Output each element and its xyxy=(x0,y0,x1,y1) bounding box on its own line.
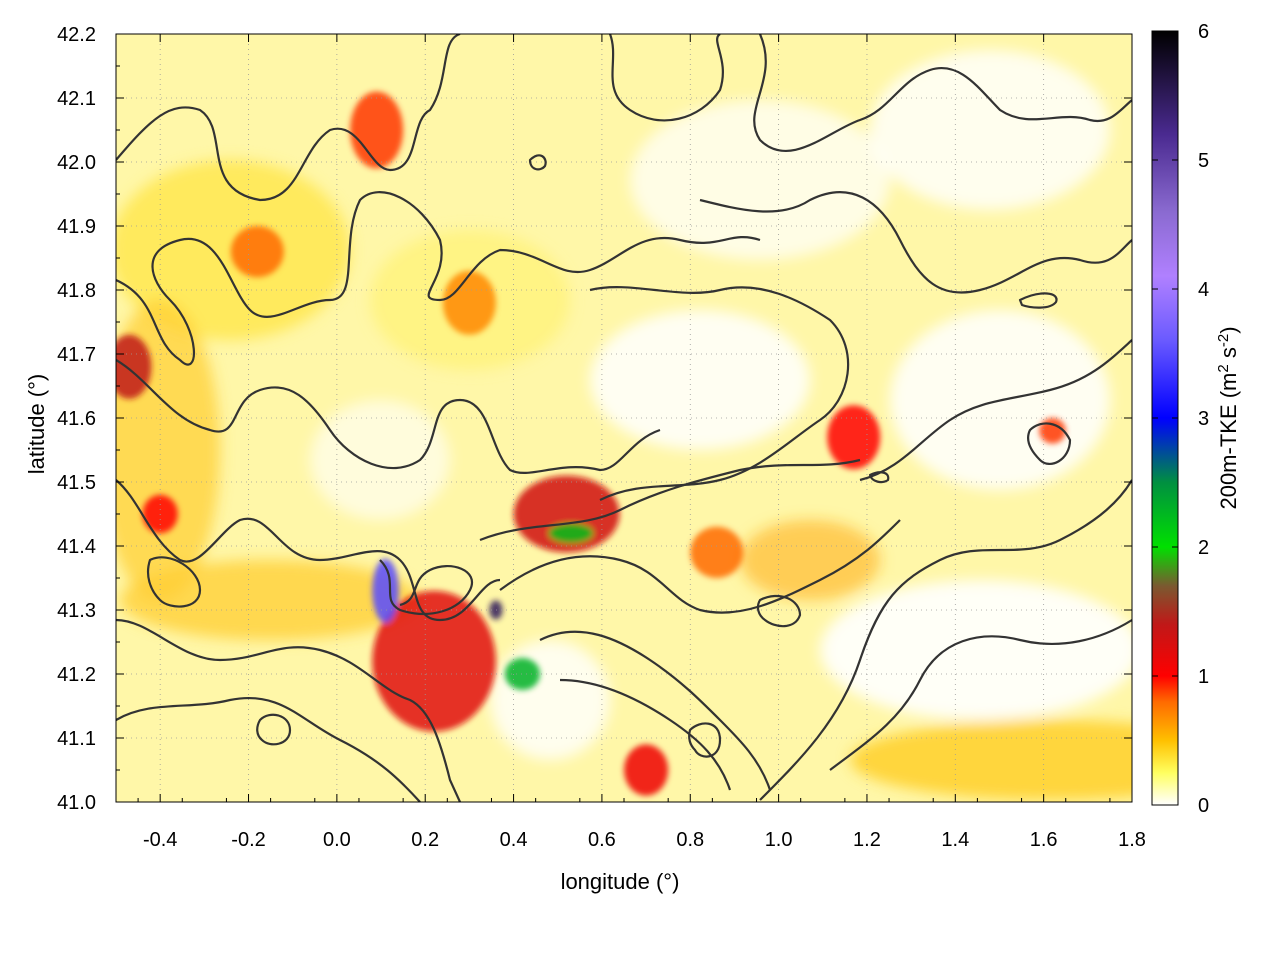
y-tick-label: 41.7 xyxy=(57,344,96,366)
y-tick-label: 41.1 xyxy=(57,728,96,750)
x-axis-label: longitude (°) xyxy=(561,869,680,894)
x-tick-label: -0.4 xyxy=(143,829,177,851)
field-patch xyxy=(120,560,420,640)
colorbar-tick-label: 3 xyxy=(1198,408,1209,430)
contour-line xyxy=(379,559,474,615)
x-tick-label: 1.6 xyxy=(1030,829,1058,851)
colorbar-tick-label: 1 xyxy=(1198,666,1209,688)
tke-hotspot xyxy=(624,744,669,796)
colorbar-tick-label: 5 xyxy=(1198,150,1209,172)
colorbar-label: 200m-TKE (m2 s-2) xyxy=(1215,326,1242,509)
colorbar-tick-label: 2 xyxy=(1198,537,1209,559)
x-tick-label: 1.8 xyxy=(1118,829,1146,851)
tke-hotspot xyxy=(116,334,152,399)
y-tick-label: 42.2 xyxy=(57,24,96,46)
y-tick-label: 41.5 xyxy=(57,472,96,494)
contour-line xyxy=(116,34,461,202)
x-tick-label: 1.4 xyxy=(941,829,969,851)
field-patch xyxy=(740,520,880,600)
field-patch xyxy=(630,100,890,260)
tke-hotspot xyxy=(504,658,541,690)
contour-line xyxy=(256,713,292,746)
field-patch xyxy=(850,720,1132,800)
tke-hotspot xyxy=(442,270,496,335)
grid xyxy=(116,34,1132,802)
colorbar-tick-label: 6 xyxy=(1198,21,1209,43)
contour-line xyxy=(699,191,1132,294)
contour-line xyxy=(479,458,861,542)
tke-field-base xyxy=(116,50,1132,800)
colorbar-ticks: 0 1 2 3 4 5 6 xyxy=(1152,21,1209,817)
contour-line xyxy=(116,479,501,622)
x-tick-label: 0.8 xyxy=(676,829,704,851)
tke-hotspot xyxy=(372,558,399,623)
tke-hotspot xyxy=(827,405,881,470)
contour-line xyxy=(1018,292,1058,309)
colorbar-tick-label: 0 xyxy=(1198,795,1209,817)
x-tick-label: 1.0 xyxy=(765,829,793,851)
orography-contours xyxy=(116,34,1132,802)
y-tick-label: 42.1 xyxy=(57,88,96,110)
tke-field-hotspots xyxy=(116,91,1066,796)
colorbar-tick-label: 4 xyxy=(1198,279,1209,301)
contour-line xyxy=(759,479,1132,801)
colorbar-label-sup2: -2 xyxy=(1215,334,1232,347)
contour-line xyxy=(528,154,547,171)
contour-line xyxy=(753,34,1132,153)
contour-line xyxy=(829,619,1132,771)
contour-line xyxy=(868,471,890,484)
y-tick-label: 41.3 xyxy=(57,600,96,622)
contour-line xyxy=(859,339,1132,482)
colorbar-label-main: 200m-TKE (m xyxy=(1216,373,1241,510)
y-tick-label: 41.9 xyxy=(57,216,96,238)
contour-line xyxy=(539,630,772,791)
colorbar-label-end: ) xyxy=(1216,326,1241,333)
contour-line xyxy=(116,618,462,802)
contour-line xyxy=(559,678,732,791)
tke-hotspot xyxy=(548,523,594,543)
contour-line xyxy=(146,556,202,608)
y-axis-label: latitude (°) xyxy=(24,374,49,475)
y-tick-label: 41.8 xyxy=(57,280,96,302)
tke-hotspot xyxy=(489,600,503,620)
contour-line xyxy=(116,697,421,802)
tke-hotspot xyxy=(513,475,620,553)
x-tick-label: 0.2 xyxy=(411,829,439,851)
field-patch xyxy=(820,580,1132,720)
colorbar-label-sup1: 2 xyxy=(1215,364,1232,372)
field-patch xyxy=(590,310,810,450)
contour-line xyxy=(116,191,761,366)
contour-line xyxy=(589,286,850,501)
tke-hotspot xyxy=(1039,418,1066,444)
x-tick-label: 1.2 xyxy=(853,829,881,851)
x-tick-label: 0.0 xyxy=(323,829,351,851)
contour-line xyxy=(116,359,661,474)
x-tick-label: 0.6 xyxy=(588,829,616,851)
field-patch xyxy=(310,400,450,520)
y-tick-label: 41.4 xyxy=(57,536,96,558)
field-patch xyxy=(870,50,1110,210)
contour-line xyxy=(688,722,722,758)
contour-line xyxy=(1026,422,1072,465)
y-tick-label: 41.2 xyxy=(57,664,96,686)
contour-line xyxy=(608,34,724,122)
y-tick-label: 41.0 xyxy=(57,792,96,814)
field-patch xyxy=(490,640,610,760)
tke-hotspot xyxy=(350,91,404,169)
x-tick-label: 0.4 xyxy=(500,829,528,851)
contour-line xyxy=(756,594,802,628)
tke-hotspot xyxy=(230,226,284,278)
y-tick-label: 42.0 xyxy=(57,152,96,174)
y-axis-ticks: 41.0 41.1 41.2 41.3 41.4 41.5 41.6 41.7 41.8 41.9… xyxy=(57,24,1132,814)
x-tick-label: -0.2 xyxy=(231,829,265,851)
contour-line xyxy=(499,519,901,614)
tke-hotspot xyxy=(690,526,744,579)
x-axis-ticks: -0.4 -0.2 0.0 0.2 0.4 0.6 0.8 1.0 1.2 1.4 1.6 1.8 xyxy=(137,34,1146,851)
colorbar-label-mid: s xyxy=(1216,347,1241,364)
y-tick-label: 41.6 xyxy=(57,408,96,430)
plot-area xyxy=(116,34,1132,802)
